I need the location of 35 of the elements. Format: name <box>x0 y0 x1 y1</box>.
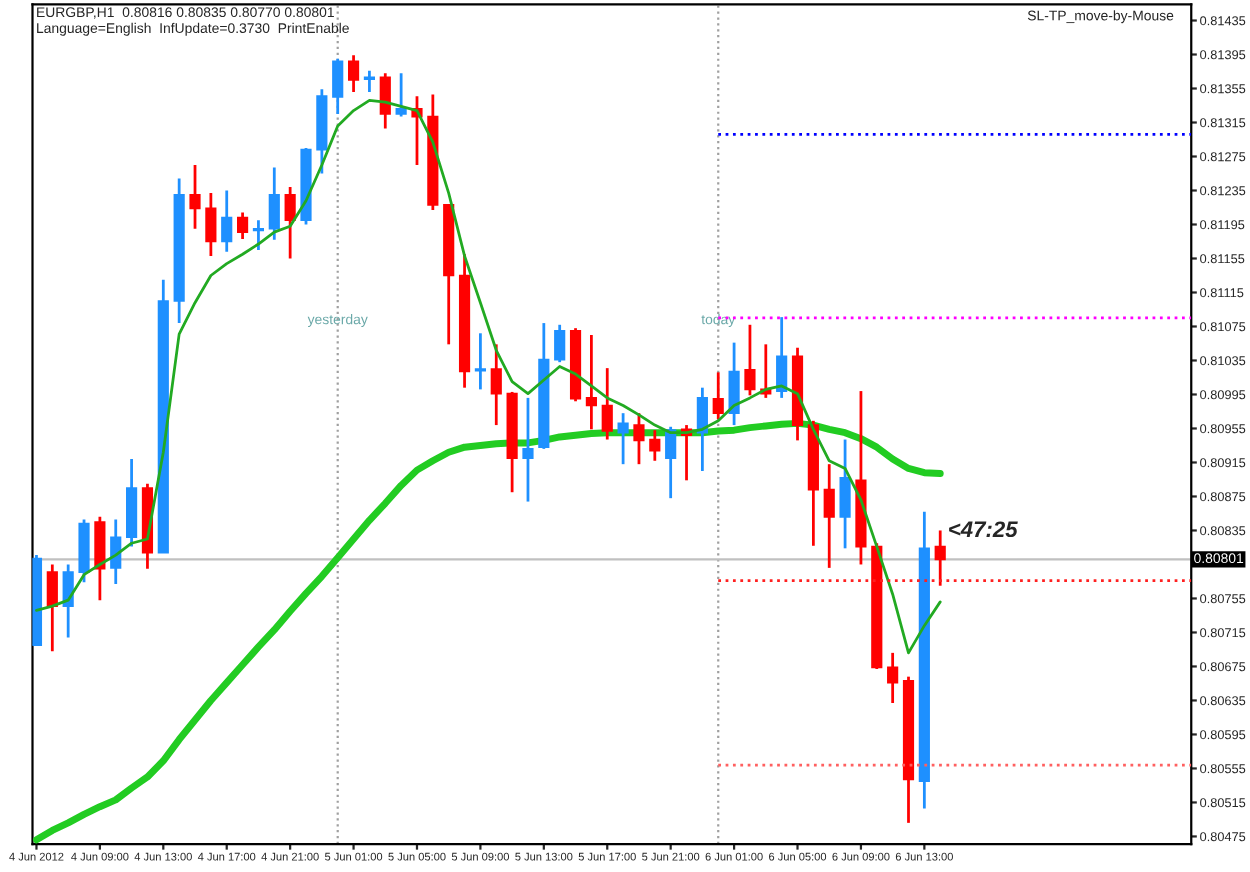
candlestick <box>823 462 835 570</box>
candlestick <box>522 396 534 503</box>
candlestick <box>110 518 122 586</box>
candlestick <box>744 323 756 397</box>
candlestick <box>776 315 788 400</box>
candlestick <box>332 57 344 116</box>
annotation: <47:25 <box>949 521 1018 538</box>
candlestick <box>839 438 851 550</box>
candlestick <box>490 342 502 427</box>
candlestick <box>205 191 217 258</box>
candlestick <box>887 651 899 705</box>
candlestick <box>236 211 249 241</box>
candlestick <box>601 366 613 441</box>
candlestick <box>934 529 946 588</box>
candlestick <box>379 71 391 130</box>
candlestick <box>649 428 661 463</box>
candlestick <box>221 189 233 254</box>
candlestick <box>347 53 360 94</box>
candlestick <box>585 333 597 431</box>
candlestick <box>474 331 487 391</box>
candlestick <box>617 411 629 466</box>
candlestick <box>363 69 376 94</box>
candlestick <box>94 515 106 602</box>
candlestick <box>252 218 265 252</box>
candlestick <box>395 71 407 118</box>
candlestick <box>189 163 201 231</box>
candlestick <box>665 425 677 500</box>
candlestick <box>696 386 708 473</box>
candlestick <box>712 370 724 421</box>
candlestick <box>554 323 566 364</box>
candlestick <box>633 411 645 466</box>
candlestick <box>268 166 280 242</box>
candlestick <box>46 563 58 653</box>
candlestick <box>284 185 296 260</box>
candlestick <box>728 341 740 427</box>
